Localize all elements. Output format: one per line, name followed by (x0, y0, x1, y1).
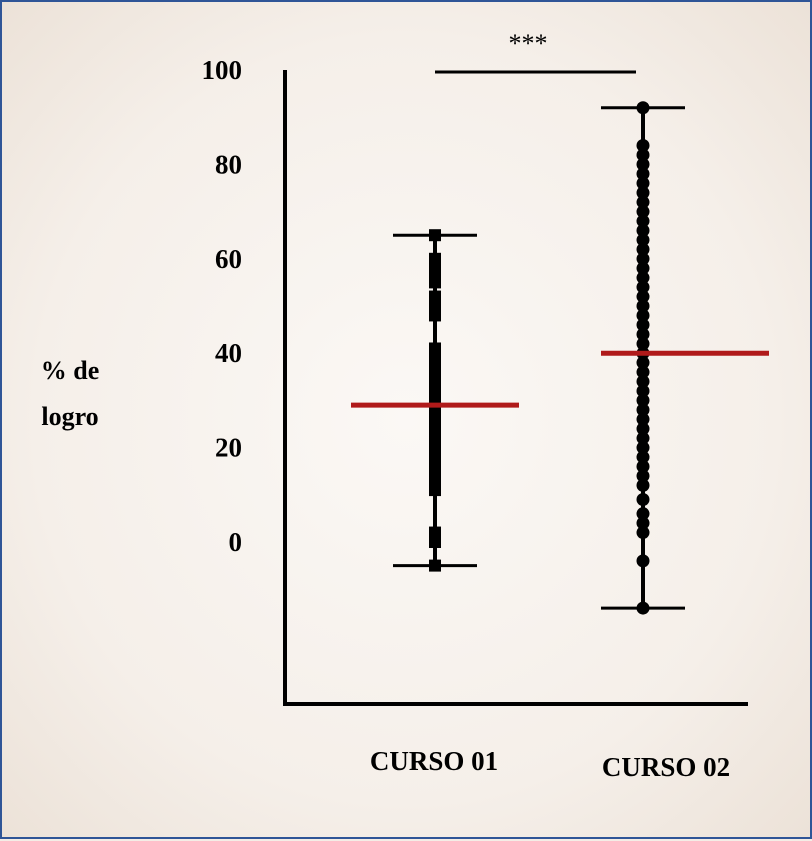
y-tick-label-80: 80 (215, 149, 242, 179)
data-point (636, 493, 650, 507)
y-tick-labels: 0 20 40 60 80 100 (202, 55, 243, 557)
data-point (636, 195, 650, 209)
data-point (636, 526, 650, 540)
significance-annotation: *** (435, 29, 636, 74)
y-axis-label-line1: % de (41, 356, 100, 385)
data-point (636, 318, 650, 332)
data-point (636, 337, 650, 351)
x-tick-label-curso-01: CURSO 01 (370, 746, 498, 776)
series-curso-02 (601, 101, 769, 615)
data-point (429, 342, 441, 355)
data-point (429, 351, 441, 364)
series-layer (351, 101, 769, 615)
data-point (636, 365, 650, 379)
data-point (429, 446, 441, 459)
data-point (429, 465, 441, 478)
data-point (636, 469, 650, 483)
y-tick-label-40: 40 (215, 338, 242, 368)
data-point (636, 261, 650, 275)
data-point (636, 148, 650, 162)
data-point (429, 290, 441, 303)
data-point (636, 478, 650, 492)
data-point (429, 436, 441, 449)
data-point (636, 393, 650, 407)
data-point (636, 167, 650, 181)
data-point (636, 101, 650, 115)
data-point (636, 223, 650, 237)
data-point (636, 422, 650, 436)
data-point (636, 280, 650, 294)
data-point (636, 431, 650, 445)
data-point (636, 356, 650, 370)
data-point (429, 455, 441, 468)
data-point (429, 389, 441, 402)
y-tick-label-60: 60 (215, 244, 242, 274)
x-tick-labels: CURSO 01 CURSO 02 (370, 746, 730, 782)
data-point (636, 601, 650, 615)
data-point (429, 484, 441, 497)
data-point (429, 361, 441, 374)
data-point (429, 252, 441, 265)
data-point (636, 176, 650, 190)
data-point (429, 300, 441, 312)
significance-stars: *** (509, 29, 548, 58)
data-point (429, 418, 441, 430)
x-tick-label-curso-02: CURSO 02 (602, 752, 730, 782)
y-tick-label-20: 20 (215, 433, 242, 463)
data-point (636, 450, 650, 464)
data-point (636, 214, 650, 228)
data-point (429, 380, 441, 393)
data-point (636, 139, 650, 153)
data-point (429, 408, 441, 421)
data-point (636, 516, 650, 530)
y-axis-label-line2: logro (41, 402, 98, 431)
data-point (636, 554, 650, 568)
data-point (636, 459, 650, 473)
data-point (636, 242, 650, 256)
data-point (429, 526, 441, 539)
data-point (429, 474, 441, 487)
series-curso-01 (351, 229, 519, 572)
data-point (636, 186, 650, 200)
data-point (429, 276, 441, 289)
data-point (636, 271, 650, 285)
data-point (429, 229, 441, 242)
data-point (429, 427, 441, 440)
data-point (636, 327, 650, 341)
data-point (636, 205, 650, 219)
axes-group (283, 70, 748, 706)
data-point (636, 403, 650, 417)
data-point (636, 290, 650, 304)
data-point (636, 441, 650, 455)
data-point (429, 266, 441, 279)
data-point (636, 384, 650, 398)
data-point (636, 507, 650, 521)
data-point (636, 375, 650, 389)
data-point (636, 233, 650, 247)
data-point (429, 309, 441, 322)
data-point (429, 370, 441, 383)
data-point (636, 308, 650, 322)
data-point (429, 559, 441, 572)
data-point (636, 299, 650, 313)
data-point (636, 157, 650, 171)
data-point (636, 252, 650, 266)
y-tick-label-0: 0 (229, 527, 243, 557)
y-tick-label-100: 100 (202, 55, 243, 85)
data-point (636, 412, 650, 426)
